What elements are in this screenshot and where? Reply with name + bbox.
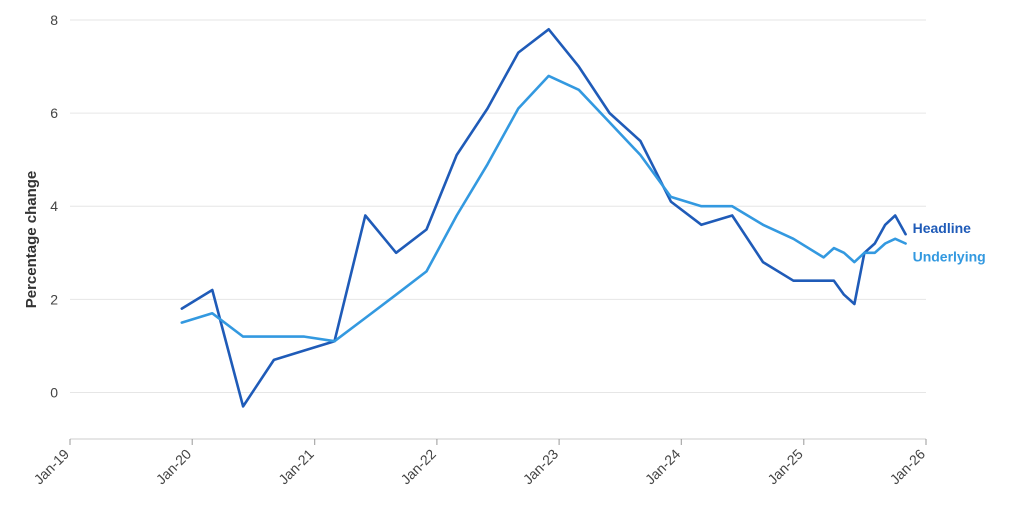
series (180, 28, 907, 408)
y-tick-label: 6 (50, 105, 58, 121)
y-axis-title: Percentage change (23, 171, 40, 309)
x-tick-label: Jan-21 (275, 446, 317, 488)
series-label-headline: Headline (913, 220, 972, 236)
axes: 0 2 4 6 8 Jan-19 Jan-20 Jan-21 Jan-22 Jan-23 Jan-2… (31, 12, 929, 487)
x-tick-label: Jan-24 (642, 446, 684, 488)
y-tick-label: 4 (50, 198, 58, 214)
series-label-underlying: Underlying (913, 248, 986, 264)
series-line-underlying (180, 74, 907, 343)
series-labels: Headline Underlying (913, 220, 986, 264)
y-tick-label: 8 (50, 12, 58, 28)
x-tick-label: Jan-19 (31, 446, 73, 488)
series-line-headline (180, 28, 907, 408)
x-tick-label: Jan-23 (520, 446, 562, 488)
y-tick-label: 0 (50, 384, 58, 400)
x-tick-label: Jan-20 (153, 446, 195, 488)
gridlines (70, 19, 926, 393)
x-tick-label: Jan-26 (887, 446, 929, 488)
y-tick-label: 2 (50, 291, 58, 307)
x-tick-label: Jan-25 (764, 446, 806, 488)
x-tick-label: Jan-22 (397, 446, 439, 488)
